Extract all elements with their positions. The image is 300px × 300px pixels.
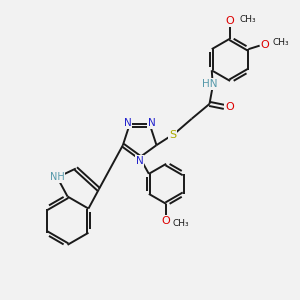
- Text: CH₃: CH₃: [173, 219, 189, 228]
- Text: O: O: [260, 40, 269, 50]
- Text: HN: HN: [202, 79, 217, 89]
- Text: O: O: [162, 216, 171, 226]
- Text: O: O: [226, 16, 235, 26]
- Text: NH: NH: [50, 172, 64, 182]
- Text: CH₃: CH₃: [273, 38, 289, 47]
- Text: N: N: [136, 156, 144, 166]
- Text: CH₃: CH₃: [239, 15, 256, 24]
- Text: S: S: [169, 130, 176, 140]
- Text: O: O: [225, 102, 234, 112]
- Text: N: N: [148, 118, 155, 128]
- Text: N: N: [124, 118, 132, 128]
